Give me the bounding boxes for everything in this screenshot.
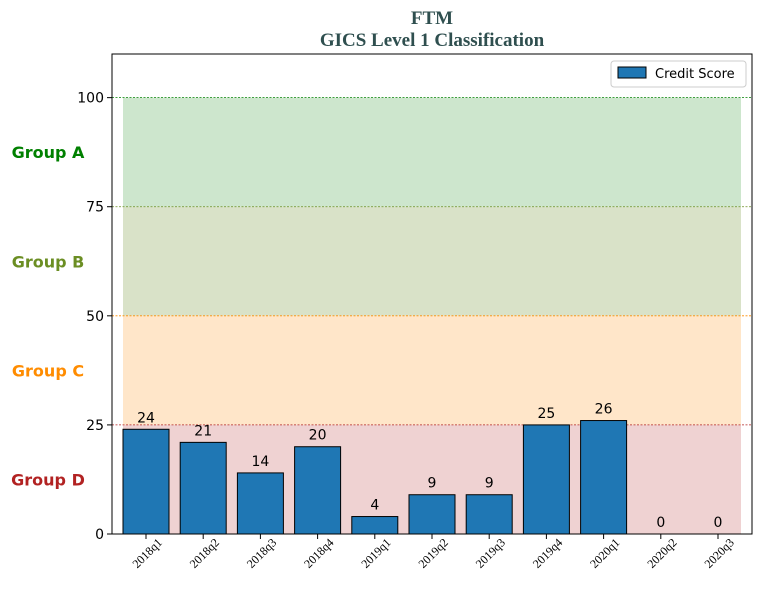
x-tick-label: 2019q1 bbox=[358, 535, 393, 570]
bar bbox=[122, 428, 170, 535]
band-group-c bbox=[123, 315, 741, 425]
y-tick-label: 75 bbox=[86, 200, 104, 216]
x-tick-label: 2018q2 bbox=[187, 535, 222, 570]
bar bbox=[522, 424, 570, 535]
band-group-a bbox=[123, 97, 741, 207]
x-tick-label: 2019q4 bbox=[530, 535, 565, 570]
x-tick-label: 2018q4 bbox=[301, 535, 336, 570]
data-label: 4 bbox=[370, 498, 379, 514]
group-label: Group B bbox=[12, 252, 85, 271]
data-label: 9 bbox=[428, 476, 437, 492]
x-tick-label: 2020q1 bbox=[587, 535, 622, 570]
plot-frame bbox=[111, 53, 753, 535]
data-label: 9 bbox=[485, 476, 494, 492]
group-label: Group D bbox=[11, 470, 85, 489]
data-label: 20 bbox=[309, 428, 327, 444]
y-tick-label: 100 bbox=[77, 91, 104, 107]
legend-label: Credit Score bbox=[655, 67, 735, 82]
group-label: Group A bbox=[12, 143, 85, 162]
data-label: 25 bbox=[537, 406, 555, 422]
bar bbox=[294, 446, 342, 535]
data-labels: 24 21 14 20 4 9 9 25 26 0 0 bbox=[137, 402, 722, 531]
data-label: 0 bbox=[714, 515, 723, 531]
x-tick-label: 2018q1 bbox=[129, 535, 164, 570]
y-axis: 0 25 50 75 100 bbox=[77, 91, 112, 543]
data-label: 0 bbox=[656, 515, 665, 531]
group-label: Group C bbox=[12, 361, 84, 380]
chart-title: FTM bbox=[411, 8, 453, 29]
x-tick-label: 2019q3 bbox=[473, 535, 508, 570]
data-label: 26 bbox=[595, 402, 613, 418]
y-tick-label: 50 bbox=[86, 309, 104, 325]
data-label: 21 bbox=[194, 423, 212, 439]
bar bbox=[580, 420, 628, 535]
y-tick-label: 25 bbox=[86, 418, 104, 434]
band-group-b bbox=[123, 206, 741, 316]
bar bbox=[351, 516, 399, 535]
x-tick-label: 2018q3 bbox=[244, 535, 279, 570]
bar bbox=[465, 494, 513, 535]
legend-swatch bbox=[617, 66, 647, 79]
bar bbox=[236, 472, 284, 535]
legend: Credit Score bbox=[610, 60, 747, 88]
group-labels: Group A Group B Group C Group D bbox=[11, 143, 85, 489]
x-tick-label: 2020q3 bbox=[701, 535, 736, 570]
x-tick-label: 2020q2 bbox=[644, 535, 679, 570]
x-tick-label: 2019q2 bbox=[415, 535, 450, 570]
bars bbox=[122, 420, 628, 535]
data-label: 14 bbox=[251, 454, 269, 470]
bar bbox=[408, 494, 456, 535]
bar bbox=[179, 441, 227, 535]
data-label: 24 bbox=[137, 410, 155, 426]
x-axis: 2018q1 2018q2 2018q3 2018q4 2019q1 2019q2 2019… bbox=[129, 534, 737, 571]
y-tick-label: 0 bbox=[95, 527, 104, 543]
chart-subtitle: GICS Level 1 Classification bbox=[320, 30, 545, 51]
